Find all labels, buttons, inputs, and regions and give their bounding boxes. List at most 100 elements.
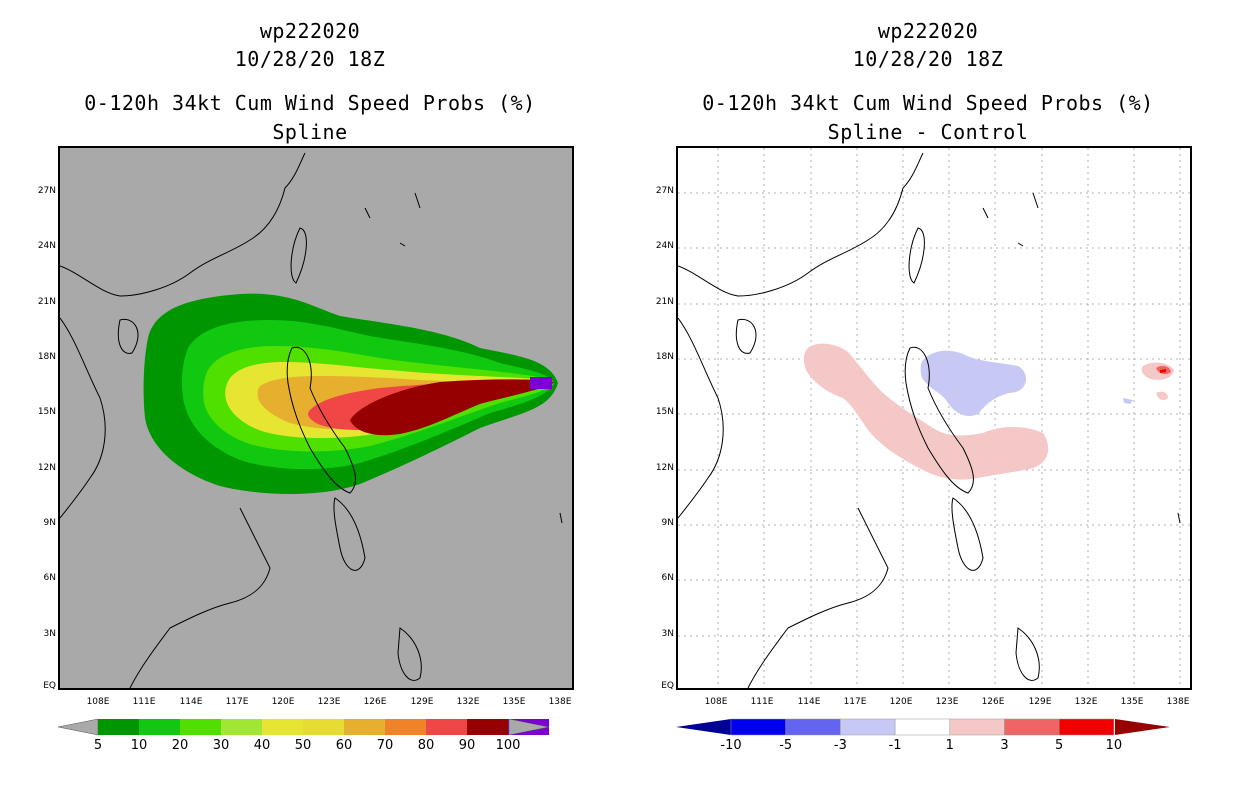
- right-lat-label: 9N: [661, 518, 674, 528]
- left-lon-label: 123E: [317, 697, 341, 707]
- right-colorbar-swatch: [894, 718, 951, 736]
- right-colorbar-label: -10: [720, 738, 742, 753]
- right-lon-label: 126E: [981, 697, 1005, 707]
- left-colorbar-label: 60: [335, 738, 353, 753]
- right-colorbar-swatch: [785, 718, 841, 736]
- diff-positive-small-2: [1156, 391, 1168, 401]
- right-lon-label: 114E: [797, 697, 821, 707]
- right-colorbar-low-arrow: [676, 719, 731, 735]
- left-coastlines: [60, 152, 563, 688]
- right-lat-label: 6N: [661, 573, 674, 583]
- right-storm-id: wp222020: [877, 19, 979, 43]
- left-lon-label: 117E: [225, 697, 249, 707]
- left-colorbar-swatch: [303, 719, 344, 735]
- right-colorbar-label: -5: [779, 738, 793, 753]
- right-subtitle: Spline - Control: [827, 120, 1029, 144]
- diff-negative-area: [920, 350, 1027, 417]
- left-lat-label: 9N: [43, 518, 56, 528]
- left-lon-label: 126E: [363, 697, 387, 707]
- right-map-panel: [676, 146, 1192, 690]
- right-colorbar-swatch: [840, 718, 896, 736]
- left-lon-label: 138E: [548, 697, 572, 707]
- right-lon-label: 117E: [843, 697, 867, 707]
- prob-contour-100: [530, 377, 552, 389]
- right-lat-label: 24N: [655, 241, 674, 251]
- left-lat-label: 3N: [43, 629, 56, 639]
- left-colorbar-label: 100: [495, 738, 521, 753]
- left-colorbar-label: 70: [376, 738, 394, 753]
- left-lon-label: 129E: [410, 697, 434, 707]
- left-colorbar-swatch: [426, 719, 467, 735]
- right-lat-label: 27N: [655, 186, 674, 196]
- left-product-title: 0-120h 34kt Cum Wind Speed Probs (%): [84, 91, 536, 115]
- right-lon-label: 129E: [1028, 697, 1052, 707]
- right-grid: [678, 148, 1190, 688]
- left-lat-label: 6N: [43, 573, 56, 583]
- left-lon-label: 135E: [502, 697, 526, 707]
- right-colorbar-label: 1: [945, 738, 954, 753]
- right-lat-label: 18N: [655, 352, 674, 362]
- left-colorbar-swatch: [98, 719, 139, 735]
- right-lon-label: 132E: [1074, 697, 1098, 707]
- right-colorbar-swatch: [1058, 718, 1115, 736]
- left-colorbar-high-arrow: [508, 718, 550, 736]
- left-colorbar-low-arrow: [58, 718, 99, 736]
- right-lat-label: 15N: [655, 407, 674, 417]
- left-colorbar-swatch: [139, 719, 180, 735]
- right-lat-label: 3N: [661, 629, 674, 639]
- left-storm-id: wp222020: [259, 19, 361, 43]
- left-lat-label: 27N: [37, 186, 56, 196]
- prob-contour-90: [350, 379, 554, 436]
- diff-positive-area: [803, 343, 1049, 480]
- right-colorbar-label: 3: [1000, 738, 1009, 753]
- right-lon-label: 120E: [889, 697, 913, 707]
- right-coastlines: [678, 152, 1181, 688]
- left-colorbar-label: 80: [417, 738, 435, 753]
- right-lon-label: 135E: [1120, 697, 1144, 707]
- left-colorbar-label: 20: [171, 738, 189, 753]
- left-subtitle: Spline: [272, 120, 348, 144]
- left-lon-label: 120E: [271, 697, 295, 707]
- right-colorbar-swatch: [730, 718, 786, 736]
- left-colorbar-label: 10: [130, 738, 148, 753]
- left-colorbar-label: 90: [458, 738, 476, 753]
- right-lat-label: 12N: [655, 463, 674, 473]
- left-lat-label: 24N: [37, 241, 56, 251]
- left-lat-label: 12N: [37, 463, 56, 473]
- left-lon-label: 132E: [456, 697, 480, 707]
- right-lon-label: 138E: [1166, 697, 1190, 707]
- left-colorbar-label: 40: [253, 738, 271, 753]
- left-colorbar-swatch: [344, 719, 385, 735]
- right-colorbar-label: -1: [888, 738, 902, 753]
- left-map-svg: [60, 152, 563, 688]
- left-lat-label: 21N: [37, 297, 56, 307]
- left-colorbar-swatch: [180, 719, 221, 735]
- left-lat-label: EQ: [43, 681, 56, 691]
- right-colorbar-label: 10: [1105, 738, 1123, 753]
- diff-positive-peak: [1160, 369, 1166, 373]
- right-map-svg: [678, 148, 1190, 688]
- left-lat-label: 15N: [37, 407, 56, 417]
- left-colorbar-swatch: [467, 719, 508, 735]
- left-map-panel: [58, 146, 574, 690]
- right-colorbar-high-arrow: [1115, 719, 1170, 735]
- right-lat-label: EQ: [661, 681, 674, 691]
- right-lon-label: 123E: [935, 697, 959, 707]
- right-colorbar: [676, 718, 1170, 736]
- left-colorbar-swatch: [385, 719, 426, 735]
- left-lon-label: 114E: [179, 697, 203, 707]
- left-colorbar-swatch: [221, 719, 262, 735]
- right-lon-label: 108E: [704, 697, 728, 707]
- right-colorbar-label: -3: [833, 738, 847, 753]
- right-lon-label: 111E: [750, 697, 774, 707]
- right-lat-label: 21N: [655, 297, 674, 307]
- right-colorbar-swatch: [949, 718, 1005, 736]
- left-colorbar-label: 5: [93, 738, 103, 753]
- left-colorbar-label: 30: [212, 738, 230, 753]
- left-datetime: 10/28/20 18Z: [234, 47, 386, 71]
- left-colorbar-swatch: [262, 719, 303, 735]
- right-colorbar-label: 5: [1055, 738, 1064, 753]
- left-lon-label: 108E: [86, 697, 110, 707]
- left-lat-label: 18N: [37, 352, 56, 362]
- right-product-title: 0-120h 34kt Cum Wind Speed Probs (%): [702, 91, 1154, 115]
